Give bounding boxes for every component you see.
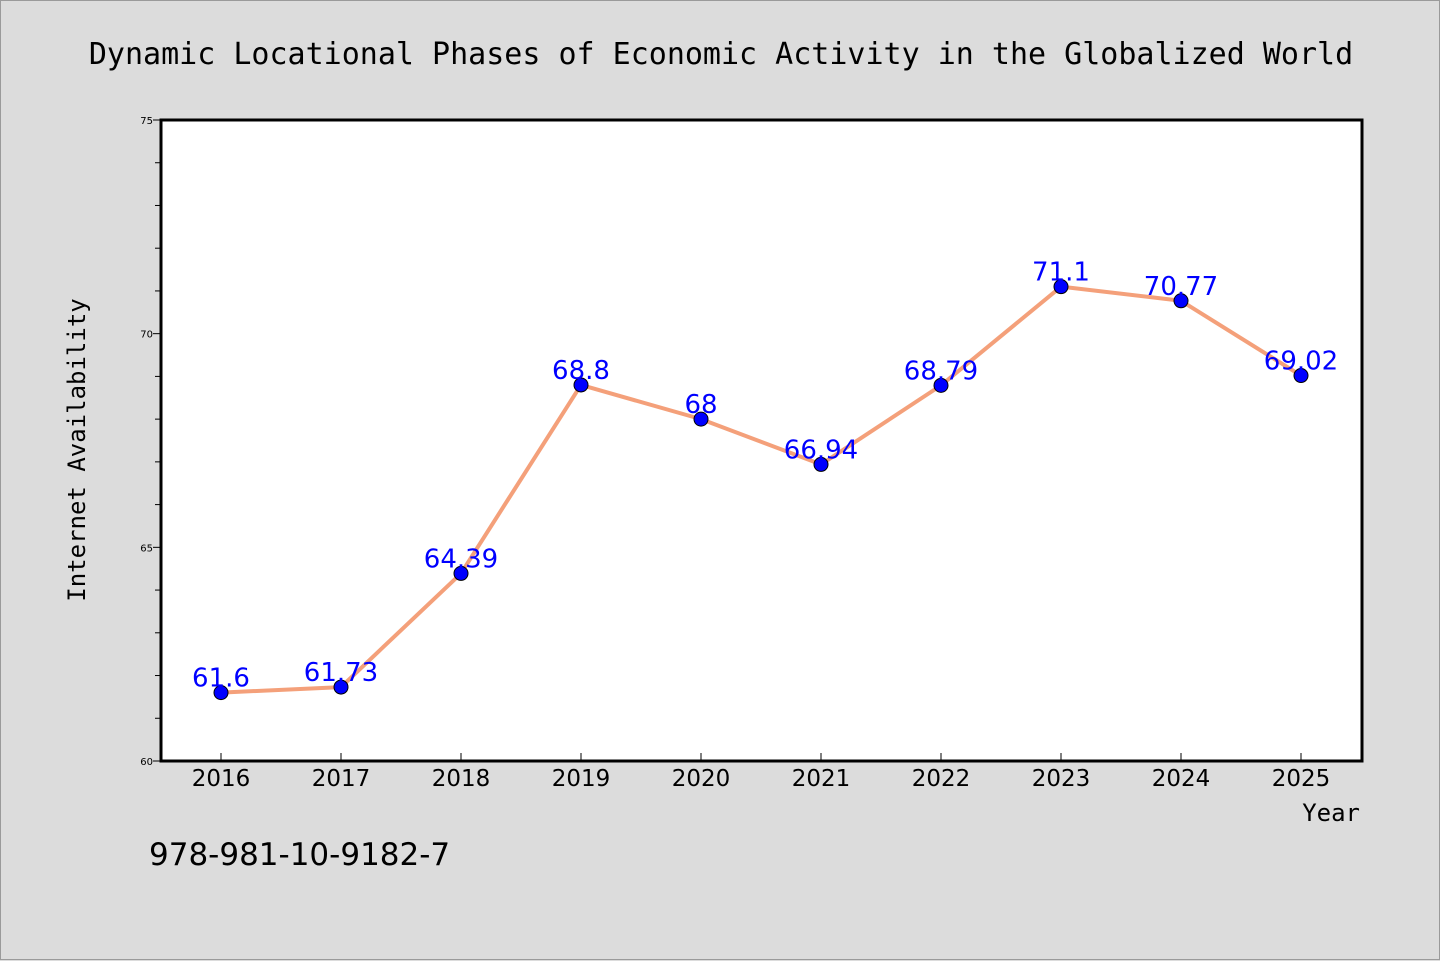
y-axis-title: Internet Availability <box>63 298 91 601</box>
data-point <box>213 685 229 701</box>
data-point <box>693 411 709 427</box>
chart-title: Dynamic Locational Phases of Economic Ac… <box>89 37 1353 72</box>
y-tick-label: 65 <box>140 543 153 554</box>
data-point <box>813 456 829 472</box>
y-tick-label: 60 <box>140 757 153 768</box>
footnote-isbn: 978-981-10-9182-7 <box>149 837 450 873</box>
data-labels: 61.6 61.73 64.39 68.8 68 66.94 68.79 71.1 70.77 6… <box>192 258 1338 694</box>
x-tick-label: 2018 <box>432 766 491 792</box>
data-label: 64.39 <box>424 544 498 574</box>
data-point <box>1053 279 1069 295</box>
y-tick-label: 75 <box>140 116 153 127</box>
series-layer <box>213 279 1309 701</box>
series-line <box>219 284 1303 695</box>
data-point <box>1293 368 1309 384</box>
data-point <box>1173 293 1189 309</box>
data-label: 71.1 <box>1032 258 1090 288</box>
x-tick-label: 2016 <box>192 766 251 792</box>
data-label: 68 <box>684 390 717 420</box>
data-point <box>933 377 949 393</box>
data-label: 66.94 <box>784 435 858 465</box>
data-point <box>333 679 349 695</box>
y-axis: 60 65 70 75 <box>140 116 161 768</box>
x-tick-label: 2020 <box>672 766 731 792</box>
data-label: 70.77 <box>1144 272 1218 302</box>
x-tick-label: 2021 <box>792 766 851 792</box>
y-tick-label: 70 <box>140 330 153 341</box>
data-label: 61.73 <box>304 658 378 688</box>
x-axis: 2016 2017 2018 2019 2020 2021 2022 2023 2024 2025 <box>192 753 1331 792</box>
data-point <box>453 565 469 581</box>
x-tick-label: 2024 <box>1152 766 1211 792</box>
x-tick-label: 2022 <box>912 766 971 792</box>
data-label: 69.02 <box>1264 347 1338 377</box>
data-label: 68.79 <box>904 356 978 386</box>
x-tick-label: 2025 <box>1272 766 1331 792</box>
x-tick-label: 2023 <box>1032 766 1091 792</box>
x-tick-label: 2017 <box>312 766 371 792</box>
data-label: 68.8 <box>552 356 610 386</box>
data-label: 61.6 <box>192 664 250 694</box>
x-axis-title: Year <box>1302 799 1360 827</box>
x-tick-label: 2019 <box>552 766 611 792</box>
data-point <box>573 377 589 393</box>
